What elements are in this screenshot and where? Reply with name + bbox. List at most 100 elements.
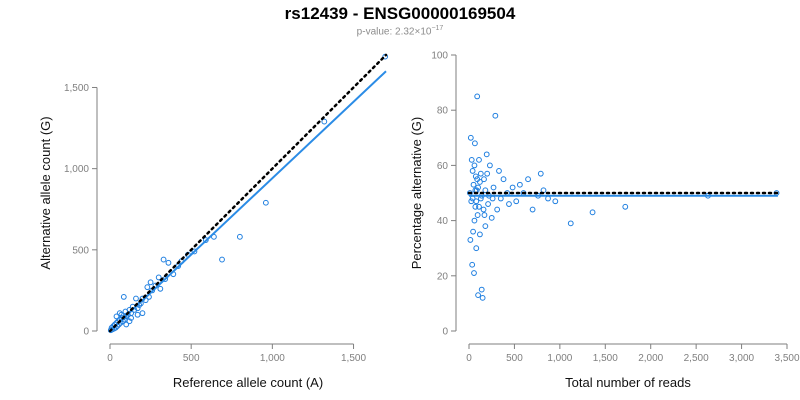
chart2-data-point [482, 187, 489, 194]
chart2-data-point [471, 270, 477, 276]
chart2-data-point [476, 203, 482, 210]
chart2-data-point [471, 162, 478, 169]
chart1-y-tick-label: 1,500 [64, 83, 89, 94]
chart2-data-point [489, 195, 496, 202]
chart1-reference-line [108, 53, 388, 333]
chart2-data-point [472, 173, 479, 180]
chart2-data-point [470, 228, 476, 235]
chart2-data-point [589, 209, 596, 216]
chart2-y-axis-label: Percentage alternative (G) [409, 117, 424, 269]
chart-title: rs12439 - ENSG00000169504 [284, 4, 516, 23]
chart1-fit-line [109, 70, 387, 332]
chart2-data-point [472, 140, 478, 147]
chart2-data-point [474, 212, 481, 218]
chart2-data-point [567, 220, 574, 227]
chart2-data-point [473, 198, 480, 205]
chart2-data-point [480, 206, 487, 213]
chart2-data-point [485, 201, 491, 207]
chart2-data-point [467, 237, 474, 243]
chart2-data-point [469, 168, 476, 174]
chart1-data-point [128, 315, 135, 321]
chart1-data-point [107, 327, 114, 334]
chart2-y-tick-label: 0 [442, 327, 448, 338]
chart2-data-point [481, 212, 488, 218]
chart2-data-point [475, 292, 481, 299]
chart2-data-point [477, 179, 483, 185]
chart1-data-point [144, 284, 151, 291]
chart2-data-point [492, 112, 499, 119]
pvalue-text: p-value: 2.32×10 [356, 26, 432, 38]
chart2-data-point [529, 206, 536, 213]
chart2-x-tick-label: 1,500 [593, 353, 618, 364]
chart2-data-point [483, 151, 490, 158]
chart2-data-point [474, 176, 481, 183]
chart1-y-tick-label: 1,000 [64, 164, 89, 175]
chart2-data-point [470, 181, 477, 188]
chart2-data-point [516, 181, 523, 188]
chart2-data-point [477, 170, 484, 177]
chart1-x-tick-label: 500 [183, 353, 200, 364]
chart1-y-tick-label: 500 [72, 245, 89, 256]
chart2-data-point [525, 176, 531, 183]
chart2-data-point [468, 156, 475, 163]
chart1-x-tick-label: 1,000 [260, 353, 285, 364]
chart2-x-tick-label: 2,000 [638, 353, 663, 364]
chart1-data-point [160, 256, 167, 263]
chart2-data-point [488, 214, 495, 221]
chart2-y-tick-label: 80 [437, 106, 449, 117]
chart1-data-point [155, 274, 162, 281]
chart1-data-point [134, 311, 141, 318]
chart2-y-tick-label: 60 [437, 161, 449, 172]
chart2-x-axis-label: Total number of reads [565, 375, 691, 390]
chart1-x-tick-label: 0 [107, 353, 113, 364]
chart2-data-point [537, 170, 544, 177]
chart1-x-tick-label: 1,500 [341, 353, 366, 364]
chart2-data-point [497, 195, 504, 202]
chart2-x-tick-label: 3,000 [729, 353, 754, 364]
chart2-data-point [484, 170, 491, 177]
chart1-y-axis-label: Alternative allele count (G) [38, 116, 53, 269]
chart2-data-point [513, 198, 520, 205]
chart1-data-point [123, 321, 130, 328]
chart2-data-point [479, 294, 486, 301]
chart2-data-point [467, 134, 474, 141]
chart2-data-point [472, 203, 479, 210]
chart1-data-point [262, 199, 269, 206]
chart2-data-point [476, 156, 482, 163]
chart-subtitle: p-value: 2.32×10−17 [0, 25, 800, 37]
chart1-y-tick-label: 0 [83, 327, 89, 338]
chart2-y-tick-label: 20 [437, 271, 449, 282]
chart2-data-point [506, 201, 512, 207]
chart2-data-point [494, 206, 501, 213]
pvalue-exponent: −17 [431, 25, 444, 32]
chart2-data-point [545, 195, 551, 202]
chart2-data-point [469, 261, 476, 268]
chart2-data-point [500, 176, 507, 183]
chart2-data-point [490, 184, 497, 191]
chart2-data-point [552, 198, 559, 205]
chart2-data-point [478, 286, 485, 293]
chart2-x-tick-label: 2,500 [684, 353, 709, 364]
chart2-data-point [482, 223, 489, 230]
chart2-data-point [622, 203, 629, 210]
chart2-data-point [481, 176, 487, 183]
chart1-data-point [139, 310, 146, 317]
chart2-data-point [509, 184, 516, 191]
chart2-data-point [486, 162, 493, 169]
chart2-x-tick-label: 3,500 [774, 353, 799, 364]
chart1-x-axis-label: Reference allele count (A) [173, 375, 323, 390]
chart2-y-tick-label: 100 [431, 51, 448, 62]
chart1-data-point [113, 313, 120, 320]
chart1-data-point [191, 248, 198, 255]
chart2-data-point [477, 231, 483, 238]
chart1-data-point [126, 318, 133, 325]
chart1-data-point [133, 295, 139, 302]
chart2-data-point [471, 217, 478, 224]
chart1-data-point [165, 259, 172, 266]
chart1-data-point [120, 294, 127, 300]
chart2-data-point [473, 245, 480, 252]
chart2-x-tick-label: 0 [466, 353, 472, 364]
chart1-data-point [321, 118, 328, 125]
chart2-x-tick-label: 1,000 [547, 353, 572, 364]
